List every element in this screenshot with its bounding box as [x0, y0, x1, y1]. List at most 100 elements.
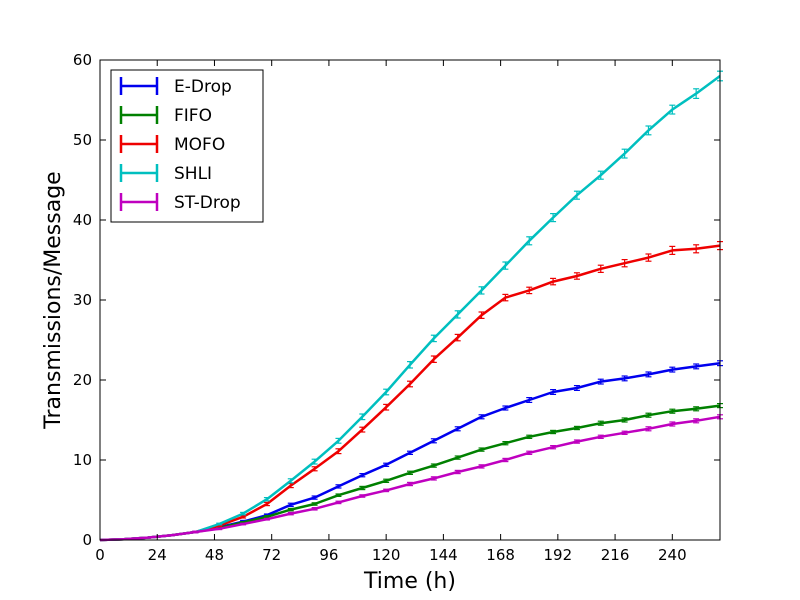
error-bar — [693, 363, 700, 370]
error-bar — [550, 277, 557, 286]
error-bar — [502, 441, 509, 446]
error-bar — [407, 361, 413, 369]
error-bar — [287, 502, 294, 507]
error-bar — [311, 495, 318, 500]
error-bar — [454, 333, 461, 342]
error-bar — [478, 464, 485, 469]
y-tick-label: 0 — [82, 531, 92, 549]
error-bar — [240, 511, 247, 516]
x-tick-label: 0 — [95, 546, 105, 564]
error-bar — [573, 439, 580, 444]
error-bar — [693, 244, 700, 254]
error-bar — [168, 534, 175, 537]
x-tick-label: 48 — [205, 546, 224, 564]
error-bar — [478, 311, 485, 319]
error-bar — [597, 420, 604, 426]
error-bar — [287, 507, 294, 512]
error-bar — [645, 371, 652, 378]
error-bar — [573, 272, 580, 280]
error-bar — [597, 264, 604, 273]
error-bar — [478, 414, 485, 420]
legend-swatch — [119, 77, 159, 95]
error-bar — [550, 429, 557, 435]
y-axis-title: Transmissions/Message — [41, 171, 66, 429]
legend-item-shli: SHLI — [119, 164, 212, 184]
error-bar — [645, 426, 652, 432]
error-bar — [311, 458, 318, 465]
x-tick-label: 24 — [148, 546, 167, 564]
error-bar — [359, 473, 366, 478]
error-bar — [430, 355, 437, 363]
error-bar — [144, 536, 151, 539]
legend-label: SHLI — [174, 164, 212, 184]
error-bar — [216, 527, 223, 531]
error-bar — [597, 378, 604, 385]
error-bar — [263, 497, 270, 502]
x-tick-label: 144 — [429, 546, 458, 564]
error-bar — [621, 259, 628, 268]
legend-label: MOFO — [174, 135, 225, 155]
legend-label: E-Drop — [174, 77, 232, 97]
error-bar — [621, 430, 628, 435]
error-bar — [311, 502, 318, 506]
error-bar — [311, 466, 318, 472]
x-tick-label: 216 — [601, 546, 630, 564]
error-bar — [263, 517, 270, 521]
error-bar — [502, 405, 509, 411]
legend-item-mofo: MOFO — [119, 135, 225, 155]
error-bar — [192, 530, 199, 534]
y-tick-label: 60 — [73, 51, 92, 69]
error-bar — [621, 375, 628, 382]
y-tick-label: 20 — [73, 371, 92, 389]
error-bar — [502, 457, 509, 463]
error-bar — [478, 286, 485, 295]
error-bar — [526, 434, 533, 439]
error-bar — [550, 445, 557, 450]
error-bar — [693, 406, 700, 412]
legend-item-e-drop: E-Drop — [119, 77, 232, 97]
x-tick-label: 120 — [372, 546, 401, 564]
error-bar — [430, 463, 437, 468]
legend: E-Drop FIFO MOFO SHLI ST-Drop — [110, 69, 264, 223]
legend-label: ST-Drop — [174, 193, 241, 213]
error-bar — [383, 403, 390, 411]
error-bar — [335, 484, 342, 489]
x-axis-title: Time (h) — [363, 569, 456, 594]
error-bar — [502, 261, 509, 270]
y-tick-label: 10 — [73, 451, 92, 469]
legend-swatch — [119, 193, 159, 211]
legend-item-st-drop: ST-Drop — [119, 193, 241, 213]
y-tick-label: 30 — [73, 291, 92, 309]
error-bar — [645, 412, 652, 418]
y-tick-label: 40 — [73, 211, 92, 229]
error-bar — [573, 385, 580, 391]
error-bar — [573, 190, 580, 200]
x-tick-label: 240 — [658, 546, 687, 564]
error-bar — [669, 421, 676, 427]
error-bar — [597, 434, 604, 439]
error-bar — [335, 448, 342, 455]
error-bar — [526, 286, 533, 295]
error-bar — [454, 426, 461, 432]
error-bar — [240, 522, 247, 526]
error-bar — [669, 408, 676, 414]
error-bar — [573, 425, 580, 431]
error-bar — [430, 438, 437, 444]
error-bar — [621, 417, 628, 423]
error-bar — [645, 125, 652, 136]
error-bar — [693, 88, 700, 100]
error-bar — [430, 476, 437, 481]
series-fifo — [99, 403, 723, 542]
error-bar — [263, 501, 270, 507]
error-bar — [359, 485, 366, 491]
error-bar — [526, 236, 533, 246]
error-bar — [454, 455, 461, 460]
error-bar — [669, 104, 676, 115]
error-bar — [335, 493, 342, 497]
error-bar — [550, 389, 557, 395]
error-bar — [287, 478, 294, 484]
series-st-drop — [99, 414, 723, 542]
error-bar — [311, 507, 318, 511]
error-bar — [335, 500, 342, 505]
